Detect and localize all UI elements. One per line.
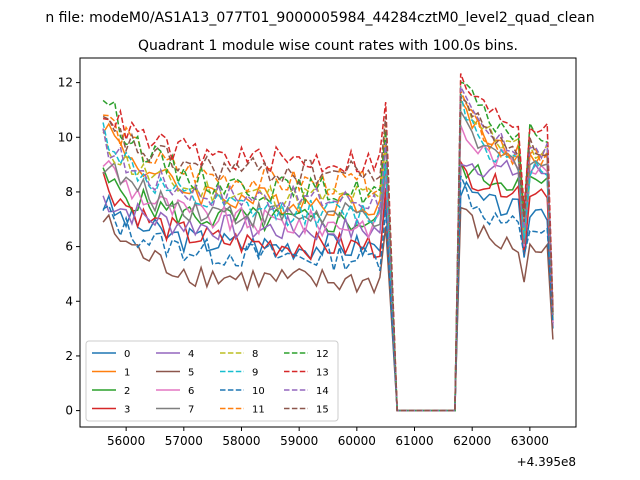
y-tick-label: 12 — [58, 76, 73, 90]
y-tick-label: 10 — [58, 130, 73, 144]
legend-label-12: 12 — [316, 349, 329, 360]
legend-label-8: 8 — [252, 349, 258, 360]
series-line-12 — [102, 81, 554, 412]
series-line-14 — [102, 86, 554, 412]
legend-label-14: 14 — [316, 386, 329, 397]
series-line-13 — [102, 73, 554, 412]
x-tick-label: 56000 — [107, 434, 145, 448]
legend-label-5: 5 — [188, 368, 194, 379]
x-tick-label: 58000 — [222, 434, 260, 448]
y-axis: 0 2 4 6 8 10 12 — [58, 76, 80, 418]
plot-frame — [79, 57, 577, 428]
x-tick-label: 57000 — [165, 434, 203, 448]
legend-label-1: 1 — [124, 368, 130, 379]
x-tick-label: 60000 — [338, 434, 376, 448]
series-lines — [102, 73, 554, 412]
legend-label-6: 6 — [188, 386, 194, 397]
figure-suptitle: n file: modeM0/AS1A13_077T01_9000005984_… — [45, 10, 594, 26]
legend-label-7: 7 — [188, 405, 194, 416]
x-tick-label: 61000 — [395, 434, 433, 448]
y-tick-label: 2 — [65, 349, 73, 363]
y-tick-label: 0 — [65, 404, 73, 418]
legend-label-10: 10 — [252, 386, 265, 397]
legend-label-9: 9 — [252, 368, 258, 379]
legend-label-2: 2 — [124, 386, 130, 397]
y-tick-label: 8 — [65, 185, 73, 199]
legend-label-11: 11 — [252, 405, 265, 416]
legend-label-15: 15 — [316, 405, 329, 416]
y-tick-label: 4 — [65, 294, 73, 308]
x-axis: 56000 57000 58000 59000 60000 61000 62000 63000 — [107, 427, 549, 448]
legend-label-0: 0 — [124, 349, 130, 360]
chart-title: Quadrant 1 module wise count rates with … — [138, 38, 518, 54]
x-tick-label: 63000 — [511, 434, 549, 448]
series-line-9 — [102, 93, 554, 412]
series-line-3 — [102, 159, 554, 412]
x-tick-label: 62000 — [453, 434, 491, 448]
legend-label-13: 13 — [316, 368, 329, 379]
x-tick-label: 59000 — [280, 434, 318, 448]
y-tick-label: 6 — [65, 240, 73, 254]
series-line-5 — [102, 206, 554, 412]
series-line-7 — [102, 108, 554, 412]
series-line-10 — [102, 175, 554, 412]
series-line-15 — [102, 95, 554, 412]
legend-label-3: 3 — [124, 405, 130, 416]
x-offset-label: +4.395e8 — [517, 455, 576, 469]
legend-label-4: 4 — [188, 349, 194, 360]
legend-box — [85, 340, 339, 422]
series-line-0 — [102, 180, 554, 412]
